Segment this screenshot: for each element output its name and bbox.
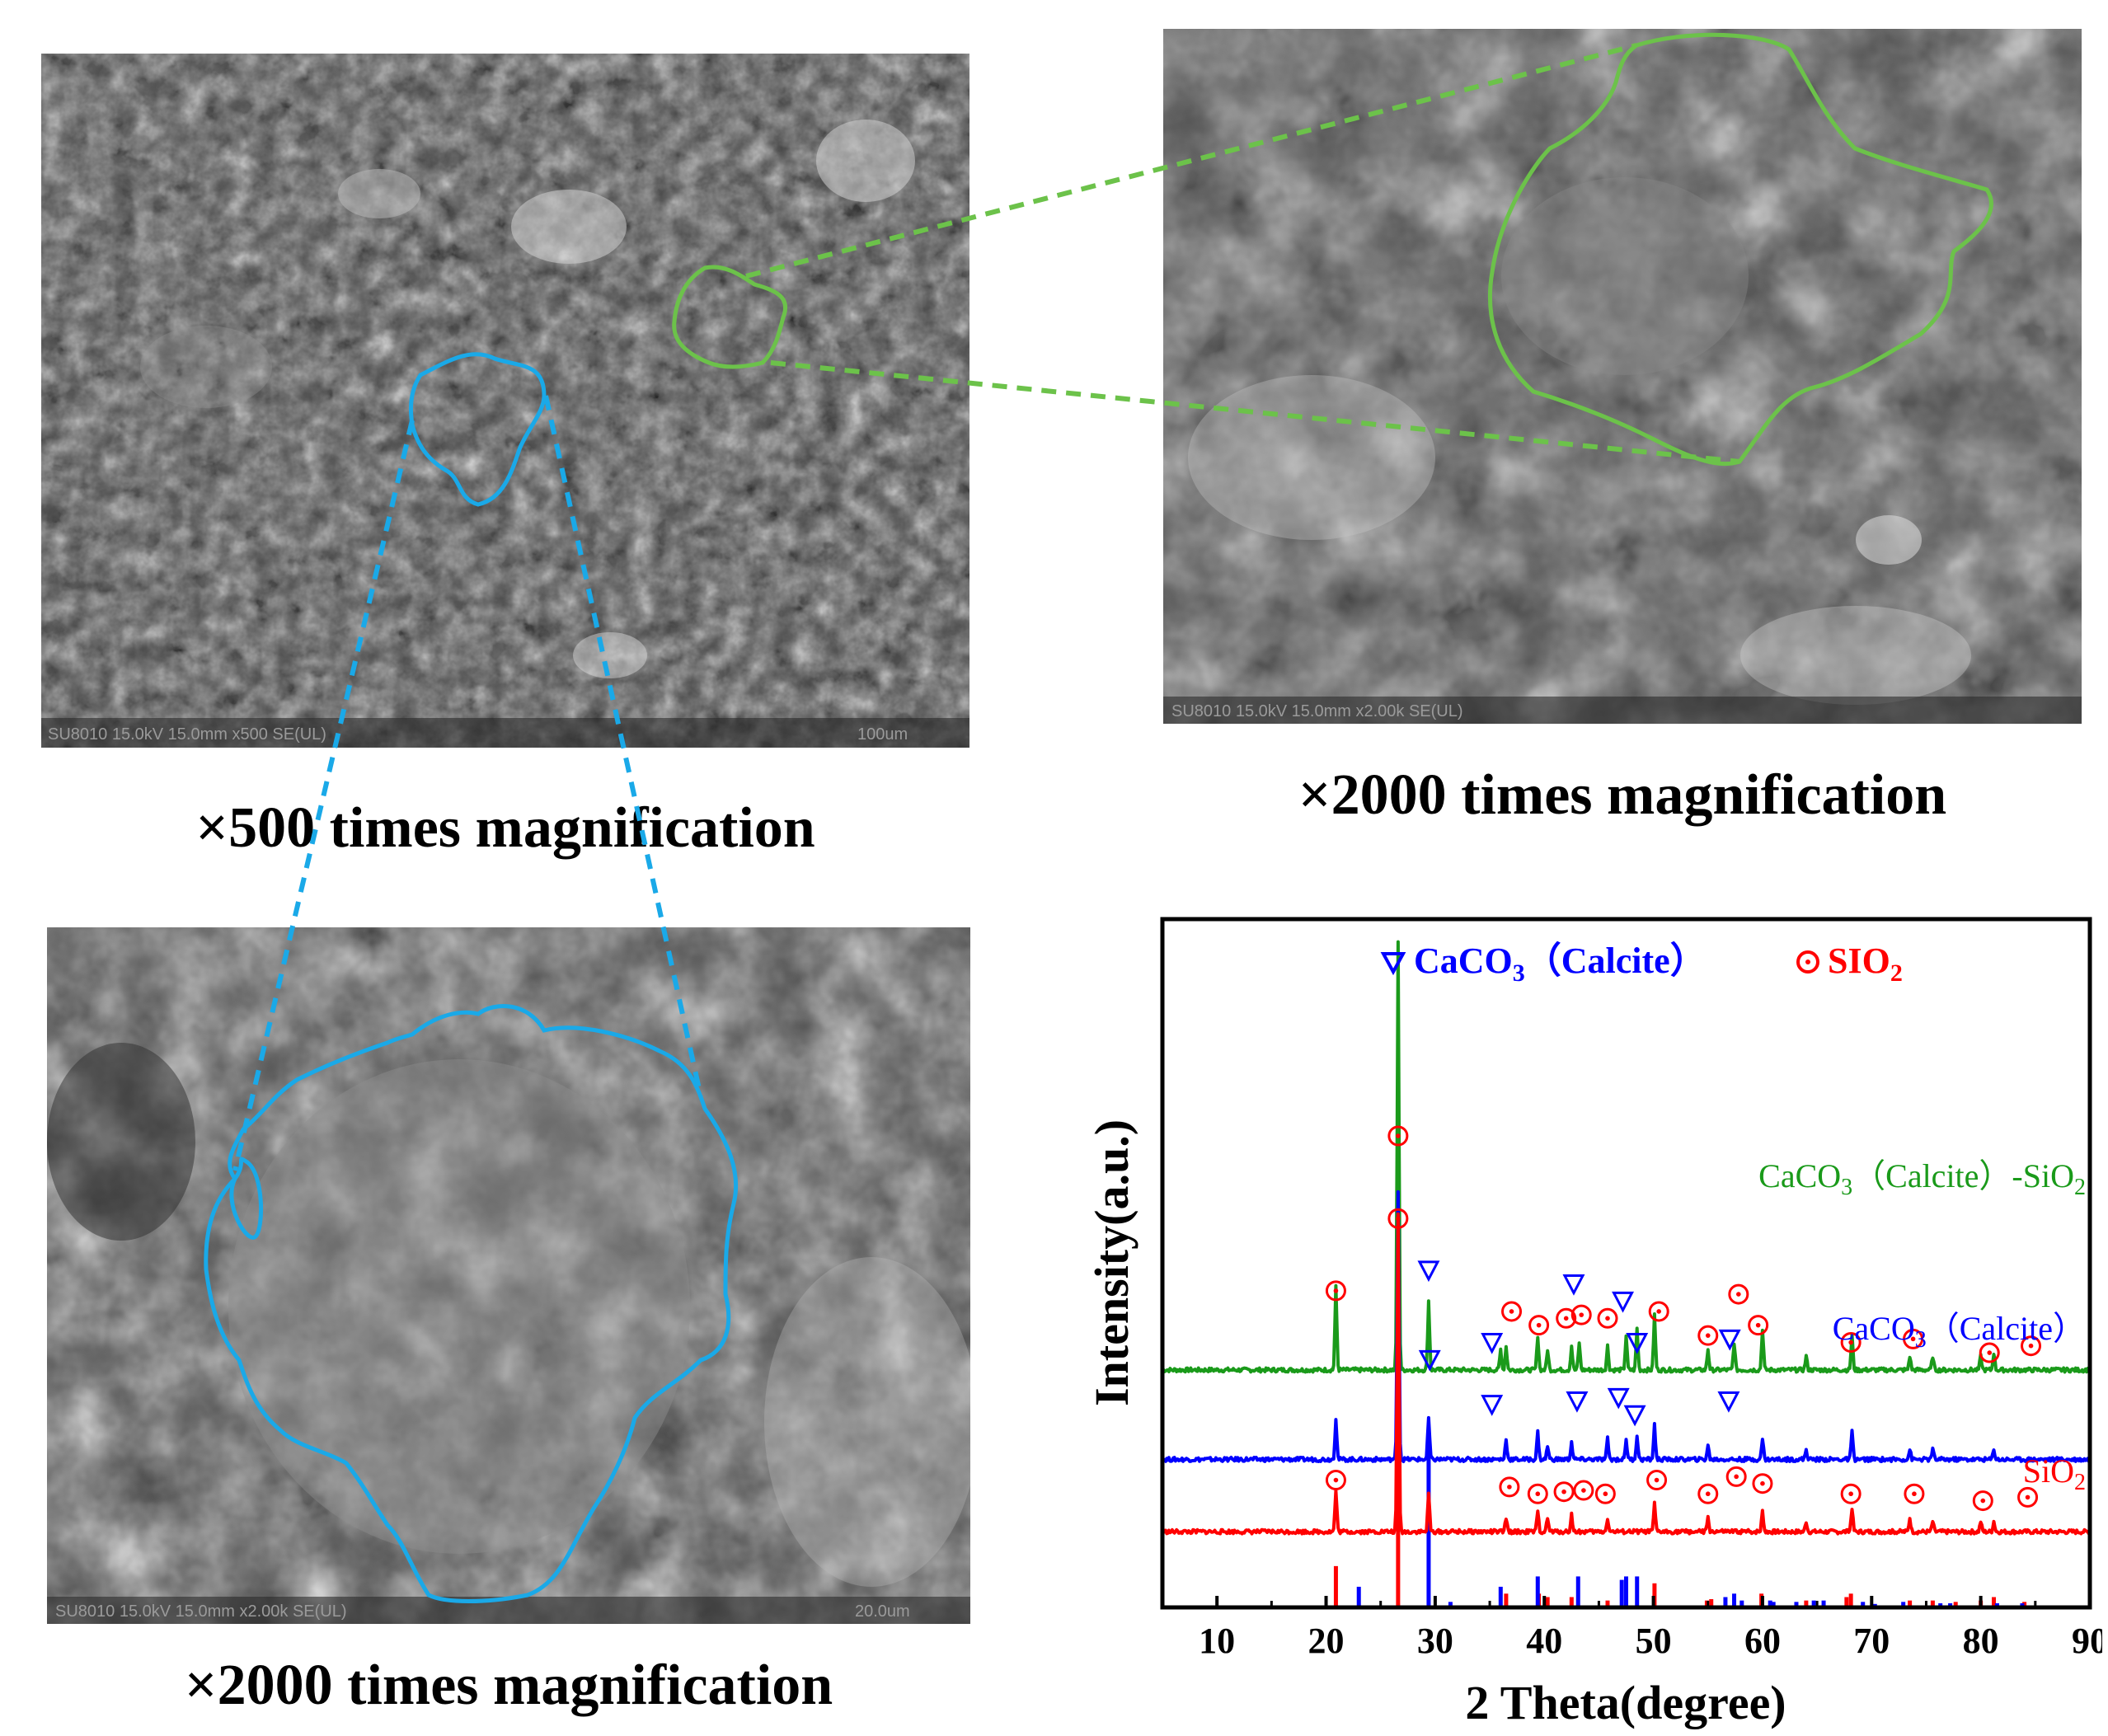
- calcite-marker-icon: [1721, 1330, 1739, 1348]
- sio2-marker-dot: [1581, 1488, 1586, 1493]
- sio2-marker-dot: [1760, 1481, 1765, 1486]
- xrd-chart: 10 20 30 40 50 60 70 80 90 2 Theta(degree) Inten…: [1063, 890, 2102, 1731]
- y-axis-label: Intensity(a.u.): [1085, 1119, 1139, 1406]
- series-label-mix-a: CaCO: [1758, 1157, 1841, 1194]
- x-tick-label: 70: [1853, 1621, 1890, 1661]
- legend-sio2-label: SIO2: [1828, 941, 1903, 987]
- sio2-marker-dot: [1605, 1316, 1610, 1321]
- sio2-marker-dot: [1334, 1478, 1339, 1483]
- sio2-marker-dot: [1396, 1216, 1401, 1221]
- blue-zoom-connector-left: [235, 420, 412, 1171]
- series-label-mix-b: 3: [1841, 1175, 1852, 1200]
- series-label-calcite-a: CaCO: [1833, 1310, 1915, 1347]
- blue-region-outline-small: [411, 354, 544, 504]
- x-tick-label: 30: [1417, 1621, 1453, 1661]
- legend-calcite-text: CaCO: [1414, 941, 1513, 981]
- x-tick-label: 50: [1636, 1621, 1672, 1661]
- x-tick-label: 20: [1308, 1621, 1345, 1661]
- plot-frame: [1162, 919, 2090, 1607]
- blue-region-outline-large: [206, 1006, 736, 1601]
- sio2-marker-dot: [1537, 1323, 1542, 1328]
- sio2-marker-dot: [1756, 1323, 1761, 1328]
- calcite-marker-icon: [1420, 1262, 1438, 1279]
- sio2-marker-dot: [1334, 1288, 1339, 1293]
- sio2-marker-dot: [1736, 1292, 1741, 1297]
- series-labels: CaCO3（Calcite）-SiO2 CaCO3（Calcite） SiO2: [1758, 1157, 2086, 1495]
- x-tick-label: 80: [1963, 1621, 1999, 1661]
- legend-calcite-triangle-icon: [1383, 954, 1403, 972]
- sio2-marker-dot: [1706, 1491, 1711, 1496]
- sio2-marker-dot: [1561, 1490, 1566, 1494]
- sio2-marker-dot: [1396, 1133, 1401, 1138]
- series-label-calcite-c: （Calcite）: [1927, 1310, 2086, 1347]
- sio2-marker-dot: [1848, 1491, 1853, 1496]
- series-label-mix-c: （Calcite）-SiO: [1852, 1157, 2074, 1194]
- sio2-marker-dot: [1509, 1309, 1514, 1314]
- sio2-marker-dot: [1655, 1478, 1660, 1483]
- xrd-plot-area: [1162, 942, 2090, 1607]
- calcite-marker-icon: [1626, 1406, 1644, 1424]
- x-tick-label: 40: [1526, 1621, 1562, 1661]
- legend-calcite-sub: 3: [1513, 959, 1525, 987]
- x-tick-label: 60: [1744, 1621, 1781, 1661]
- blue-zoom-connector-right: [546, 396, 701, 1096]
- sio2-marker-dot: [1579, 1312, 1584, 1317]
- series-label-calcite: CaCO3（Calcite）: [1833, 1310, 2086, 1353]
- series-label-sio2-b: 2: [2074, 1470, 2086, 1495]
- legend-sio2-sub: 2: [1890, 959, 1903, 987]
- series-label-calcite-b: 3: [1915, 1327, 1927, 1353]
- sio2-marker-dot: [1980, 1499, 1985, 1504]
- pattern-line-series-2: [1162, 1214, 2090, 1534]
- series-label-mix-d: 2: [2074, 1175, 2086, 1200]
- calcite-marker-icon: [1565, 1276, 1583, 1293]
- calcite-marker-icon: [1483, 1396, 1501, 1414]
- legend-calcite-label: CaCO3（Calcite）: [1414, 941, 1707, 987]
- sio2-marker-dot: [1656, 1309, 1661, 1314]
- series-label-sio2-a: SiO: [2023, 1452, 2074, 1490]
- sio2-marker-dot: [1564, 1316, 1569, 1321]
- sio2-marker-dot: [1603, 1491, 1608, 1496]
- sio2-marker-dot: [1734, 1475, 1739, 1480]
- sio2-marker-dot: [1535, 1491, 1540, 1496]
- legend: CaCO3（Calcite） SIO2: [1383, 941, 1903, 987]
- sio2-marker-dot: [1912, 1491, 1917, 1496]
- calcite-marker-icon: [1614, 1293, 1632, 1310]
- calcite-marker-icon: [1568, 1393, 1586, 1410]
- sio2-marker-dot: [1507, 1485, 1512, 1490]
- green-zoom-connector-top: [746, 45, 1636, 276]
- calcite-marker-icon: [1483, 1335, 1501, 1352]
- calcite-marker-icon: [1609, 1389, 1627, 1406]
- x-tick-label: 90: [2072, 1621, 2102, 1661]
- legend-sio2-circle-icon: [1798, 952, 1818, 972]
- sio2-marker-dot: [1987, 1350, 1992, 1355]
- legend-sio2-text: SIO: [1828, 941, 1890, 981]
- legend-calcite-tail: （Calcite）: [1525, 941, 1707, 981]
- sio2-marker-dot: [1706, 1333, 1711, 1338]
- sio2-marker-dot: [2026, 1495, 2031, 1500]
- x-axis-label: 2 Theta(degree): [1465, 1676, 1786, 1729]
- green-region-outline-large: [1490, 35, 1991, 463]
- series-label-mix: CaCO3（Calcite）-SiO2: [1758, 1157, 2086, 1200]
- green-region-outline-small: [674, 267, 786, 367]
- calcite-marker-icon: [1720, 1393, 1738, 1410]
- x-tick-label: 10: [1199, 1621, 1235, 1661]
